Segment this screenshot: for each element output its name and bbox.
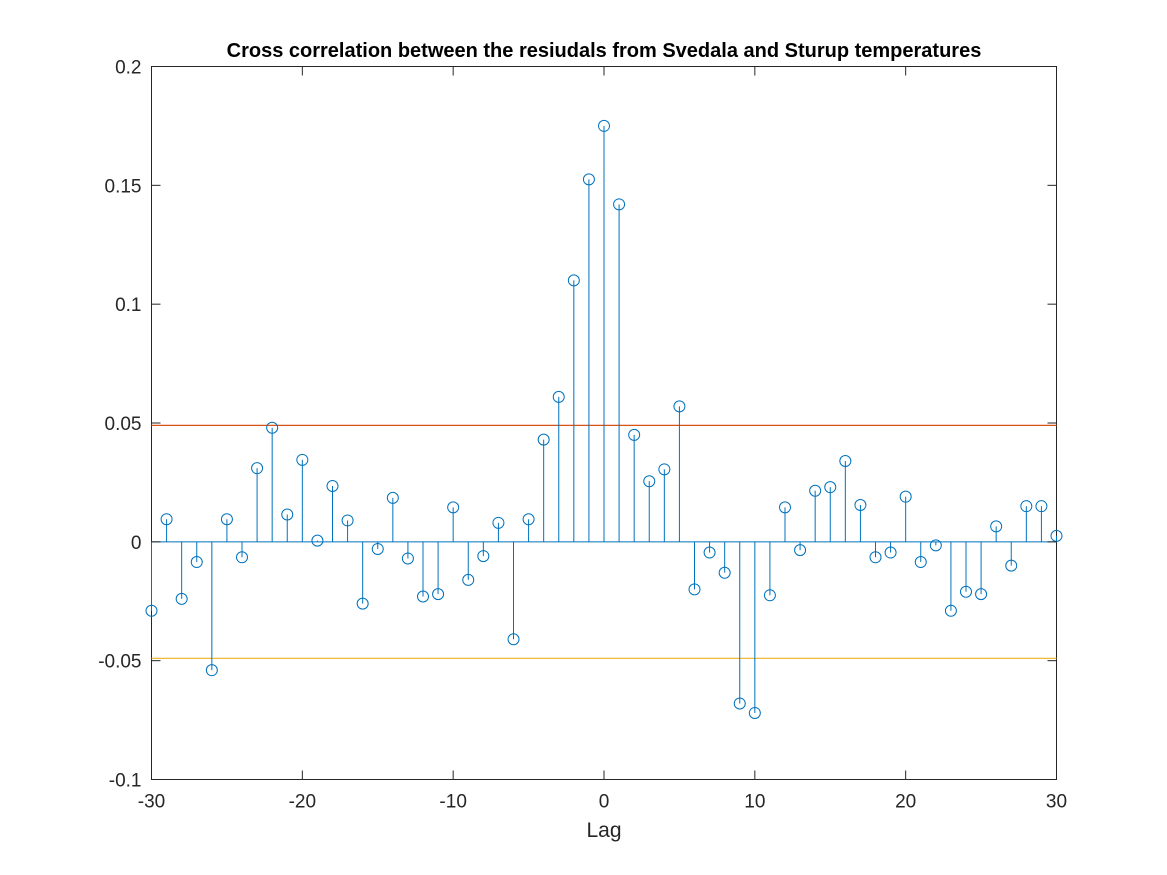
stem-marker: [929, 539, 942, 552]
stem-marker: [794, 544, 807, 557]
stem-marker: [914, 556, 927, 569]
stem-marker: [884, 546, 897, 559]
stem-marker: [236, 551, 248, 564]
y-tick-label: -0.05: [98, 652, 141, 673]
stem-marker: [839, 455, 852, 468]
plot-area: -30 -20 -10 0 10 20 30 -0.1 -0.05 0 0.05 0.1 0.15 0.…: [98, 58, 1067, 813]
stem-marker: [703, 546, 716, 559]
stem-marker: [220, 513, 233, 526]
stem-marker: [854, 498, 867, 511]
stem-marker: [1035, 500, 1048, 513]
stem-marker: [643, 475, 656, 488]
stem-marker: [417, 590, 429, 603]
stem-marker: [386, 491, 399, 504]
x-ticks: -30 -20 -10 0 10 20 30: [138, 66, 1067, 813]
y-tick-label: 0.1: [115, 295, 141, 316]
stem-marker: [175, 592, 188, 605]
x-tick-label: -20: [289, 792, 316, 813]
y-tick-label: 0.15: [105, 176, 142, 197]
stem-marker: [477, 550, 490, 563]
y-tick-label: 0.05: [105, 414, 142, 435]
stem-marker: [326, 479, 339, 492]
stem-marker: [718, 566, 731, 579]
markers-group: [145, 119, 1063, 719]
stem-marker: [628, 428, 641, 441]
stem-marker: [1020, 500, 1033, 513]
stem-marker: [688, 583, 701, 596]
stem-marker: [763, 589, 776, 602]
stem-marker: [733, 697, 746, 710]
stem-marker: [432, 588, 445, 601]
stem-marker: [356, 597, 369, 610]
stem-marker: [1005, 559, 1018, 572]
stem-marker: [824, 481, 837, 494]
stem-marker: [492, 516, 505, 529]
stem-marker: [205, 664, 218, 677]
stem-marker: [673, 400, 686, 413]
x-tick-label: -30: [138, 792, 165, 813]
stem-marker: [598, 119, 610, 132]
stem-marker: [582, 173, 595, 186]
stem-marker: [537, 433, 550, 446]
x-tick-label: 20: [895, 792, 916, 813]
y-tick-label: -0.1: [109, 771, 142, 792]
stem-marker: [552, 390, 565, 403]
stem-marker: [658, 463, 671, 476]
stem-marker: [944, 604, 957, 617]
y-tick-label: 0: [131, 533, 142, 554]
stem-marker: [779, 501, 791, 514]
stems-group: [151, 125, 1057, 713]
x-tick-label: -10: [439, 792, 466, 813]
y-tick-label: 0.2: [115, 58, 141, 79]
stem-marker: [311, 534, 324, 547]
x-tick-label: 10: [744, 792, 765, 813]
y-ticks: -0.1 -0.05 0 0.05 0.1 0.15 0.2: [98, 58, 1057, 792]
stem-marker: [145, 604, 158, 617]
stem-marker: [960, 585, 972, 598]
stem-marker: [281, 508, 294, 521]
stem-marker: [899, 490, 912, 503]
x-tick-label: 0: [599, 792, 610, 813]
x-tick-label: 30: [1046, 792, 1067, 813]
x-axis-label: Lag: [586, 819, 621, 842]
stem-marker: [462, 573, 475, 586]
stem-marker: [990, 520, 1003, 533]
stem-marker: [401, 552, 414, 565]
stem-marker: [522, 513, 535, 526]
stem-marker: [296, 453, 309, 466]
stem-marker: [567, 274, 580, 287]
stem-marker: [190, 556, 203, 569]
stem-marker: [341, 514, 354, 527]
stem-marker: [251, 462, 264, 475]
stem-marker: [613, 198, 626, 211]
stem-marker: [975, 588, 988, 601]
stem-marker: [447, 501, 460, 514]
stem-marker: [809, 484, 822, 497]
stem-marker: [748, 706, 761, 719]
stem-marker: [371, 542, 384, 555]
stem-marker: [869, 551, 882, 564]
stem-marker: [507, 633, 520, 646]
stem-marker: [266, 421, 279, 434]
stem-marker: [160, 513, 173, 526]
chart-title: Cross correlation between the resiudals …: [227, 40, 982, 62]
